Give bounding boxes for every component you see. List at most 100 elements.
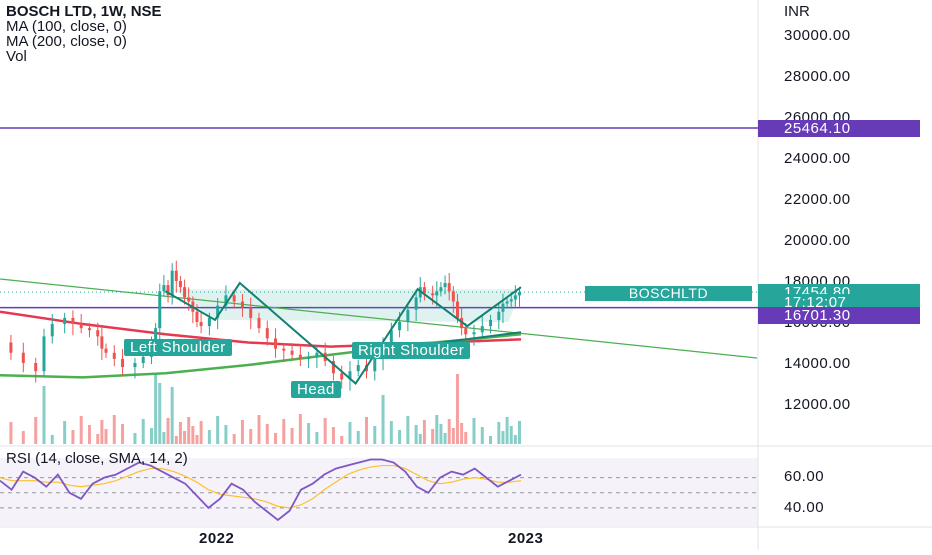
volume-bar: [195, 435, 199, 444]
candle: [356, 365, 360, 372]
volume-bar: [398, 430, 402, 444]
volume-bar: [431, 429, 435, 444]
volume-bar: [505, 417, 509, 444]
candle: [389, 330, 393, 343]
candle: [398, 322, 402, 331]
volume-bar: [216, 416, 220, 444]
volume-bar: [174, 436, 178, 444]
volume-bar: [154, 374, 158, 444]
right-shoulder-label[interactable]: Right Shoulder: [352, 342, 471, 359]
rsi-legend: RSI (14, close, SMA, 14, 2): [6, 450, 188, 467]
price-tick: 22000.00: [784, 191, 851, 208]
candle: [406, 309, 410, 322]
volume-bar: [133, 433, 137, 444]
candle: [104, 348, 108, 353]
candle: [34, 363, 38, 372]
candle: [249, 307, 253, 318]
volume-bar: [162, 432, 166, 444]
volume-bar: [518, 421, 521, 444]
currency-label: INR: [784, 3, 810, 20]
candle: [87, 328, 91, 331]
candle: [162, 285, 166, 292]
candle: [79, 324, 83, 329]
candle: [232, 295, 236, 302]
candle: [435, 291, 439, 296]
volume-bar: [451, 428, 455, 444]
time-tick-2023: 2023: [508, 530, 544, 547]
candle: [489, 319, 493, 327]
candle: [518, 292, 521, 296]
volume-bar: [381, 395, 385, 444]
volume-bar: [443, 433, 447, 444]
candle: [509, 299, 513, 302]
volume-bar: [199, 421, 203, 444]
volume-bar: [257, 415, 261, 444]
rsi-tick: 60.00: [784, 468, 825, 485]
candle: [431, 293, 435, 296]
ma200-legend: MA (200, close, 0): [6, 33, 127, 50]
candle: [447, 283, 451, 292]
volume-bar: [340, 436, 344, 444]
chart-legend: BOSCH LTD, 1W, NSE MA (100, close, 0) MA…: [6, 4, 162, 64]
candle: [42, 336, 46, 372]
volume-bar: [240, 420, 244, 444]
volume-bar: [274, 433, 278, 444]
candle: [141, 356, 145, 363]
head-label[interactable]: Head: [291, 381, 341, 398]
volume-bar: [489, 436, 493, 444]
candle: [265, 328, 269, 339]
candle: [195, 311, 199, 322]
candle: [464, 328, 468, 335]
volume-bar: [298, 414, 302, 444]
candle: [451, 291, 455, 302]
volume-bar: [191, 426, 195, 444]
price-tick: 30000.00: [784, 27, 851, 44]
price-tick: 28000.00: [784, 68, 851, 85]
volume-bar: [331, 427, 335, 444]
candle: [257, 317, 261, 329]
volume-bar: [63, 421, 67, 444]
price-tick: 20000.00: [784, 232, 851, 249]
volume-bar: [249, 429, 253, 444]
ma100-legend: MA (100, close, 0): [6, 18, 127, 35]
volume-bar: [356, 431, 360, 444]
volume-bar: [435, 415, 439, 444]
candle: [274, 338, 278, 349]
candle: [166, 285, 170, 296]
candle: [331, 360, 335, 374]
volume-bar: [509, 426, 513, 444]
volume-bar: [455, 374, 459, 444]
resistance-price-tag: 25464.10: [758, 120, 920, 137]
volume-bar: [373, 426, 377, 444]
candle: [224, 295, 228, 306]
candle: [340, 373, 344, 380]
candle: [455, 301, 459, 318]
pattern-fill: [173, 289, 521, 322]
volume-bar: [42, 386, 46, 444]
candle: [100, 336, 104, 349]
volume-bar: [21, 431, 25, 444]
rsi-band: [0, 458, 758, 526]
left-shoulder-label[interactable]: Left Shoulder: [124, 339, 232, 356]
volume-bar: [149, 428, 153, 444]
candle: [121, 358, 125, 368]
candle: [96, 330, 100, 337]
candle: [170, 270, 174, 296]
volume-bar: [439, 424, 443, 444]
volume-bar: [34, 417, 38, 444]
volume-bar: [71, 430, 75, 444]
candle: [439, 287, 443, 292]
price-tick: 14000.00: [784, 355, 851, 372]
volume-bar: [414, 425, 418, 444]
volume-bar: [389, 421, 393, 444]
candle: [174, 270, 178, 281]
candle: [414, 297, 418, 310]
volume-bar: [480, 427, 484, 444]
volume-bar: [282, 419, 286, 444]
candle: [282, 348, 286, 351]
candle: [216, 305, 220, 318]
candle: [187, 297, 191, 302]
volume-bar: [232, 434, 236, 444]
candle: [472, 332, 476, 335]
volume-bar: [290, 428, 294, 444]
